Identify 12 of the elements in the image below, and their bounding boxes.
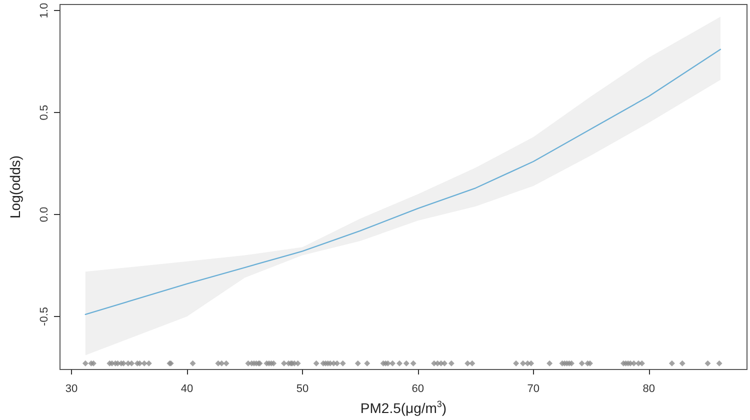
x-tick-label: 40 xyxy=(180,383,194,395)
y-axis-title: Log(odds) xyxy=(7,155,23,219)
y-tick-label: 0.0 xyxy=(38,206,50,222)
x-tick-label: 30 xyxy=(65,383,78,395)
y-tick-label: -0.5 xyxy=(38,306,50,326)
y-tick-label: 0.5 xyxy=(38,104,50,120)
line-series xyxy=(84,48,722,316)
x-tick-label: 50 xyxy=(296,383,309,395)
x-tick-label: 70 xyxy=(527,383,540,395)
y-tick-label: 1.0 xyxy=(38,2,50,18)
x-tick-label: 60 xyxy=(412,383,424,395)
x-tick-label: 80 xyxy=(642,383,655,395)
